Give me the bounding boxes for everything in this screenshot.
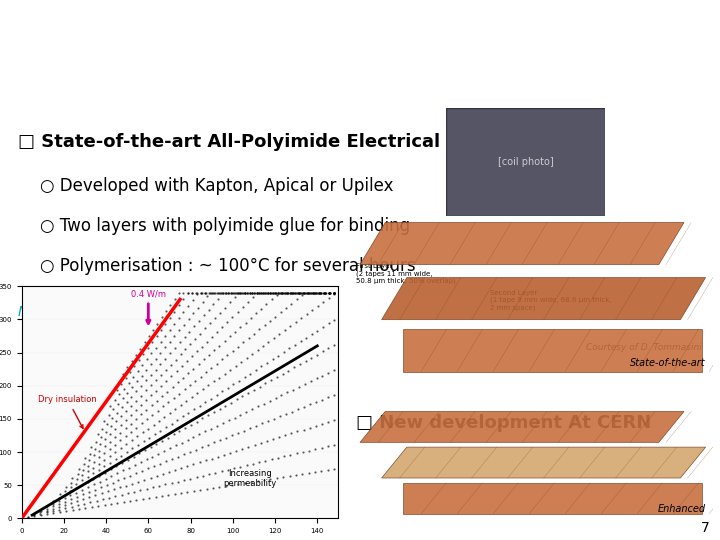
Polygon shape [382, 278, 706, 320]
Text: Courtesy of D. Tommasini: Courtesy of D. Tommasini [586, 343, 702, 352]
Text: saclay: saclay [6, 74, 36, 83]
Polygon shape [360, 222, 684, 265]
Polygon shape [403, 483, 702, 514]
Text: □ State-of-the-art All-Polyimide Electrical Insulation: □ State-of-the-art All-Polyimide Electri… [18, 133, 547, 151]
Polygon shape [382, 447, 706, 478]
Text: Enhanced: Enhanced [657, 504, 706, 514]
Text: Measurement at 1.9 K, 3 conductors heated: Measurement at 1.9 K, 3 conductors heate… [18, 305, 324, 319]
Text: □ New development At CERN: □ New development At CERN [356, 414, 652, 432]
Text: Second Layer
(1 tape 9 mm wide, 68.6 μm thick,
2 mm space): Second Layer (1 tape 9 mm wide, 68.6 μm … [490, 290, 611, 311]
Text: Dry insulation: Dry insulation [38, 395, 97, 428]
Text: First Layer
(2 tapes 11 mm wide,
50.8 μm thick, 50% overlap): First Layer (2 tapes 11 mm wide, 50.8 μm… [356, 263, 456, 284]
Text: Heat transfer in All-Polyimide Electrical Insulation: Heat transfer in All-Polyimide Electrica… [65, 32, 720, 61]
Polygon shape [360, 411, 684, 442]
Text: Increasing
permeability: Increasing permeability [223, 469, 276, 488]
Text: Irfu: Irfu [6, 12, 30, 22]
Text: State-of-the-art: State-of-the-art [630, 358, 706, 368]
Text: ○ Polymerisation : ~ 100°C for several hours: ○ Polymerisation : ~ 100°C for several h… [40, 256, 415, 275]
Text: 0.4 W/m: 0.4 W/m [131, 289, 166, 323]
Text: [coil photo]: [coil photo] [498, 157, 554, 167]
Text: ○ Two layers with polyimide glue for binding: ○ Two layers with polyimide glue for bin… [40, 217, 410, 235]
Text: 7: 7 [701, 521, 709, 535]
Text: cea: cea [6, 35, 28, 48]
Polygon shape [403, 329, 702, 372]
Text: ○ Developed with Kapton, Apical or Upilex: ○ Developed with Kapton, Apical or Upile… [40, 177, 393, 195]
